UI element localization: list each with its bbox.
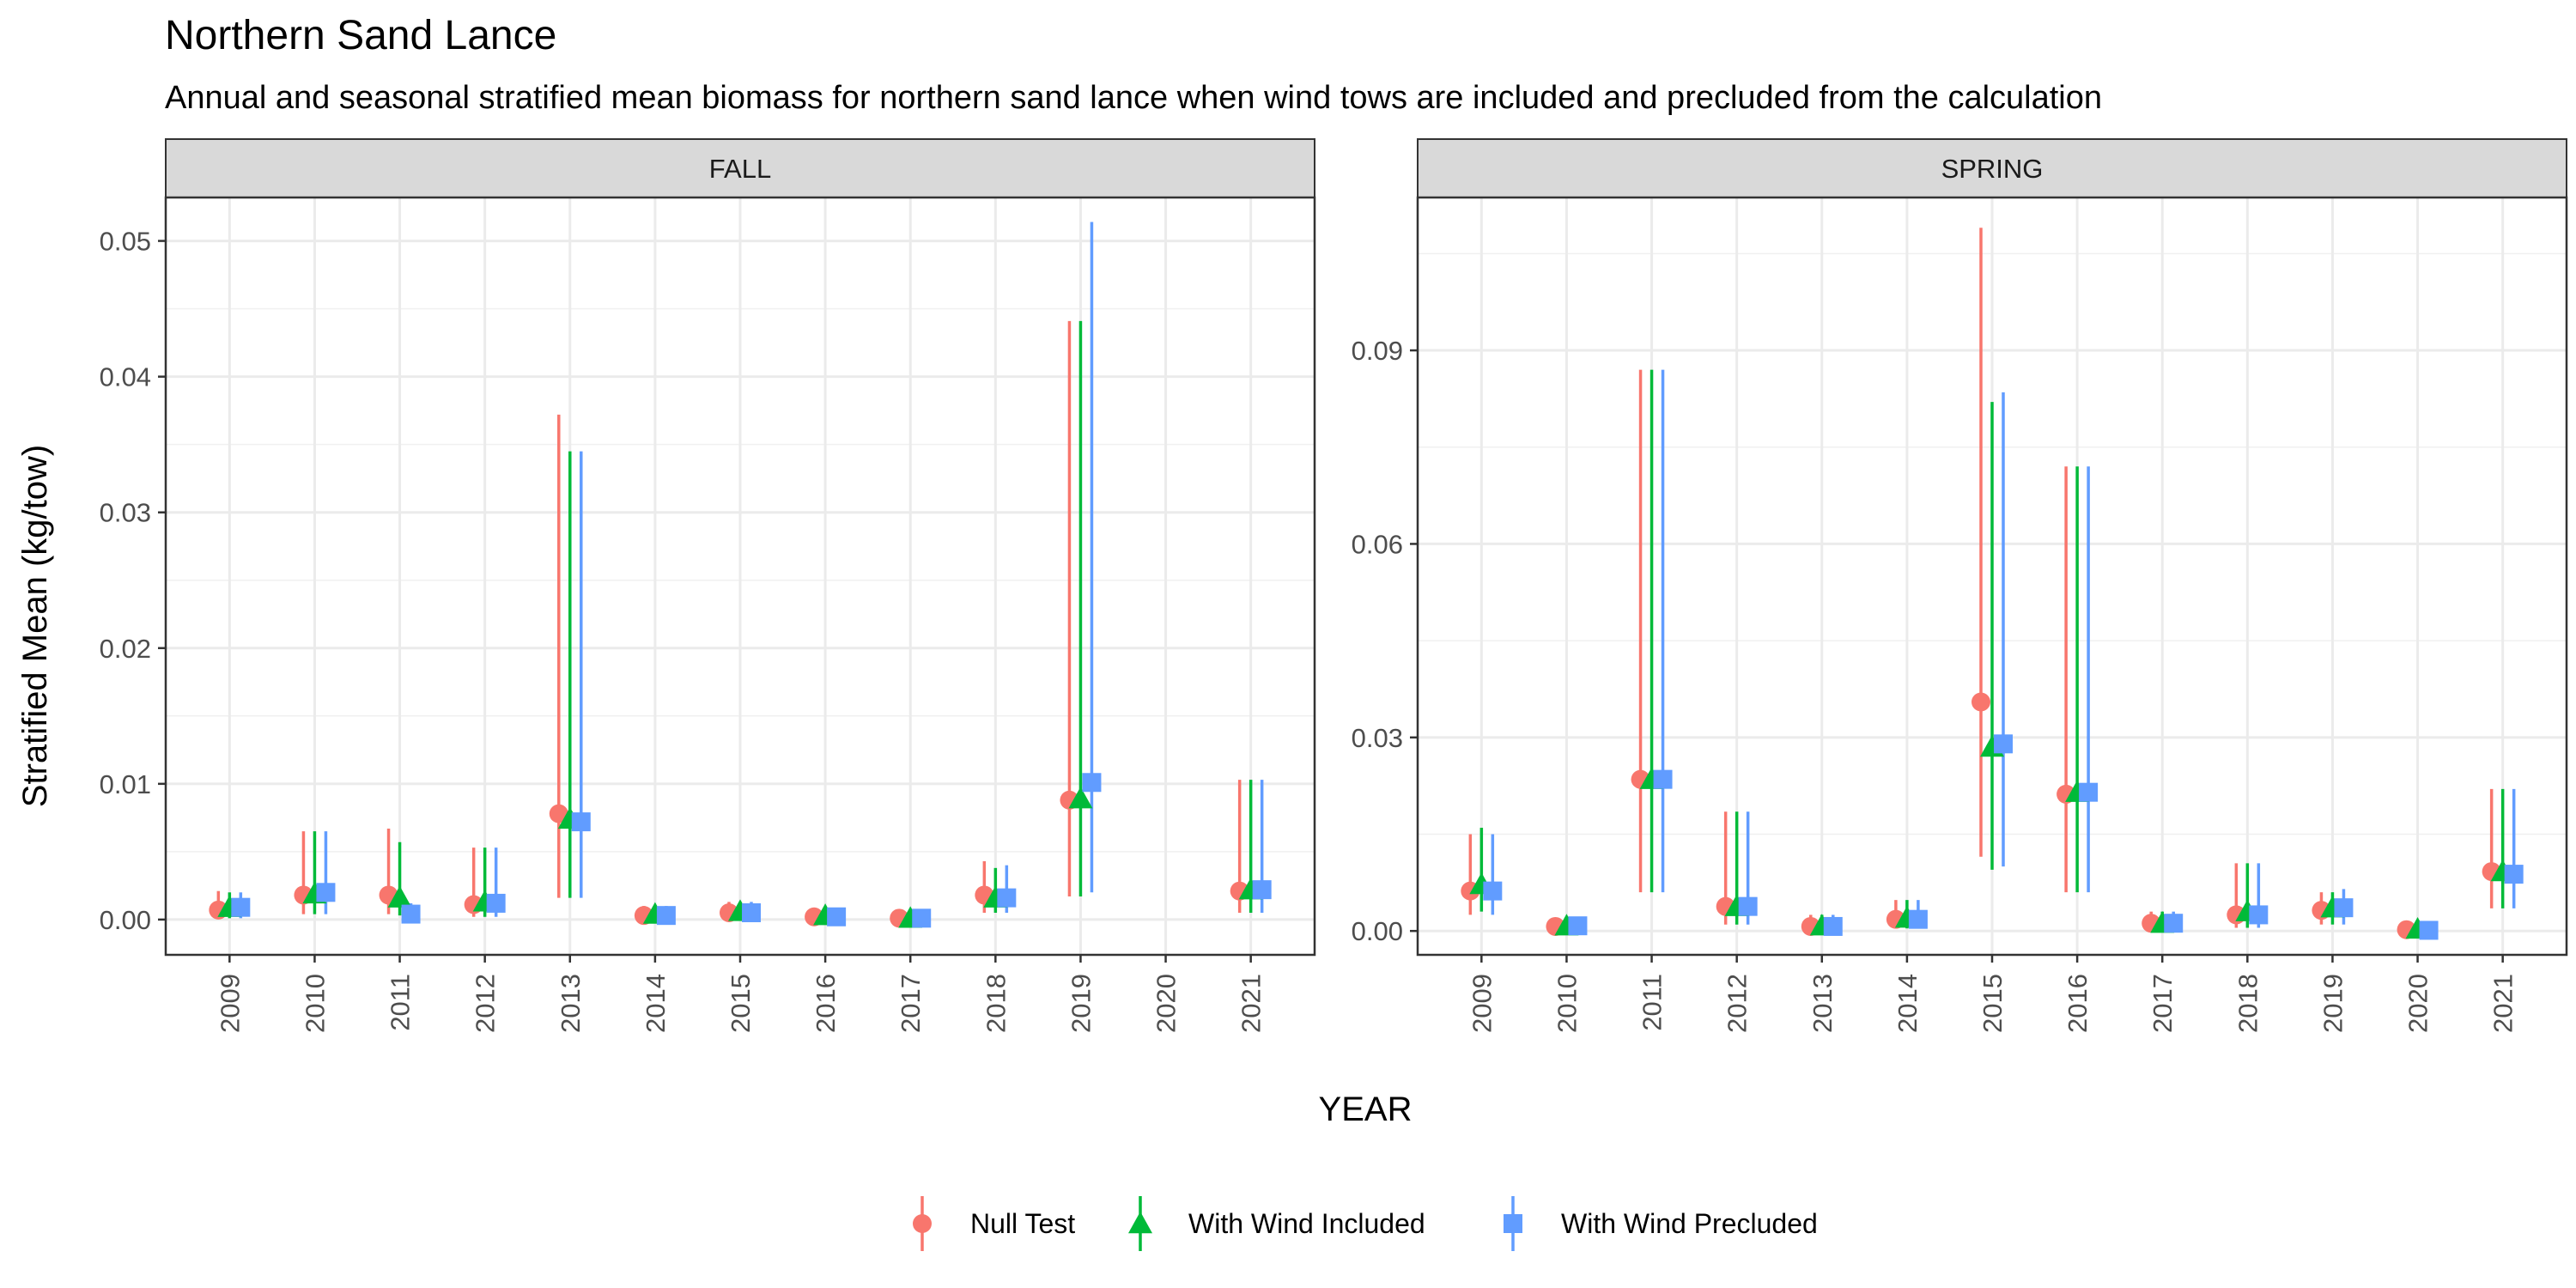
data-point	[1568, 916, 1588, 936]
data-point	[1823, 916, 1843, 936]
legend-label: With Wind Included	[1188, 1208, 1425, 1239]
panel-strip	[165, 138, 1315, 198]
x-tick-label: 2016	[811, 974, 841, 1033]
y-tick-label: 0.00	[100, 905, 151, 935]
x-tick-label: 2014	[641, 974, 671, 1033]
x-tick-label: 2017	[896, 974, 926, 1033]
data-point	[1738, 896, 1758, 916]
x-tick-label: 2013	[556, 974, 586, 1033]
y-tick-label: 0.04	[100, 362, 151, 392]
data-point	[997, 888, 1017, 908]
x-tick-label: 2019	[1066, 974, 1096, 1033]
legend: Null Test With Wind Included With Wind Pre…	[913, 1196, 1818, 1251]
data-point	[2419, 920, 2439, 940]
x-tick-label: 2019	[2318, 974, 2348, 1033]
data-point	[2334, 898, 2354, 918]
data-point	[1082, 773, 1102, 793]
data-point	[571, 812, 591, 832]
x-tick-label: 2018	[981, 974, 1011, 1033]
y-tick-label: 0.05	[100, 227, 151, 257]
x-axis-label: YEAR	[1319, 1091, 1413, 1128]
data-point	[387, 885, 412, 908]
panel-fall: FALL 0.00 0.01 0.02 0.03 0.04 0.05 2009 2010 2011…	[100, 138, 1316, 1033]
x-tick-label: 2012	[471, 974, 501, 1033]
x-tick-label: 2018	[2233, 974, 2263, 1033]
data-point	[1908, 909, 1928, 929]
y-tick-label: 0.09	[1352, 336, 1403, 366]
x-tick-label: 2014	[1893, 974, 1923, 1033]
data-point	[656, 906, 676, 926]
x-tick-label: 2012	[1722, 974, 1753, 1033]
y-tick-label: 0.00	[1352, 916, 1403, 946]
x-tick-label: 2011	[386, 974, 416, 1031]
panel-spring: SPRING 0.00 0.03 0.06 0.09 2009 2010 2011 2012 20…	[1352, 138, 2568, 1033]
legend-key-marker	[1128, 1212, 1152, 1234]
x-tick-label: 2017	[2148, 974, 2178, 1033]
x-tick-label: 2015	[1978, 974, 2008, 1033]
data-point	[2249, 905, 2269, 925]
data-point	[1252, 880, 1272, 900]
x-tick-label: 2020	[1151, 974, 1182, 1033]
legend-key-marker	[913, 1214, 932, 1233]
x-tick-label: 2010	[300, 974, 330, 1033]
x-tick-label: 2021	[1236, 974, 1267, 1033]
x-tick-label: 2013	[1807, 974, 1838, 1033]
x-tick-label: 2020	[2403, 974, 2433, 1033]
data-point	[827, 907, 847, 927]
x-tick-label: 2009	[1467, 974, 1497, 1033]
x-tick-label: 2009	[215, 974, 245, 1033]
data-point	[2504, 865, 2524, 884]
data-point	[2164, 914, 2184, 933]
x-tick-label: 2021	[2488, 974, 2518, 1033]
data-point	[742, 903, 761, 922]
panel-strip	[1417, 138, 2567, 198]
data-point	[316, 883, 336, 902]
panel-strip-label: FALL	[709, 154, 771, 184]
y-tick-label: 0.03	[100, 498, 151, 528]
data-point	[1994, 734, 2013, 754]
data-point	[1483, 881, 1503, 901]
legend-key-marker	[1504, 1214, 1522, 1233]
data-point	[1068, 787, 1093, 809]
data-point	[1653, 769, 1673, 789]
x-tick-label: 2010	[1552, 974, 1582, 1033]
y-tick-label: 0.02	[100, 634, 151, 664]
data-point	[1971, 692, 1990, 712]
chart-subtitle: Annual and seasonal stratified mean biom…	[165, 80, 2102, 116]
x-tick-label: 2015	[726, 974, 756, 1033]
data-point	[231, 897, 251, 917]
data-point	[912, 908, 932, 928]
y-tick-label: 0.06	[1352, 529, 1403, 559]
panel-strip-label: SPRING	[1941, 154, 2044, 184]
data-point	[549, 804, 568, 823]
data-point	[401, 904, 421, 924]
y-tick-label: 0.01	[100, 769, 151, 799]
legend-label: Null Test	[970, 1208, 1075, 1239]
y-axis-label: Stratified Mean (kg/tow)	[16, 445, 54, 807]
data-point	[2079, 782, 2099, 802]
x-tick-label: 2011	[1637, 974, 1668, 1031]
legend-label: With Wind Precluded	[1561, 1208, 1818, 1239]
data-point	[486, 893, 506, 913]
chart-title: Northern Sand Lance	[165, 13, 556, 58]
y-tick-label: 0.03	[1352, 723, 1403, 753]
x-tick-label: 2016	[2063, 974, 2093, 1033]
